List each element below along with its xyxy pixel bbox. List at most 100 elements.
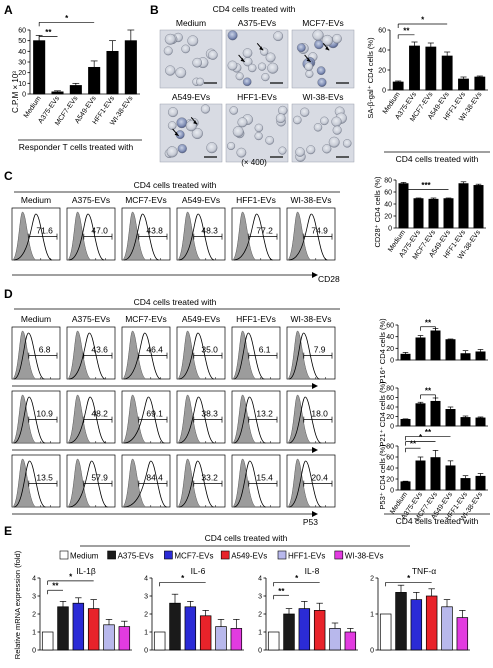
panel-b-magnification: (× 400) <box>241 158 267 167</box>
y-tick-label: 10 <box>18 81 26 88</box>
histogram: 20.4 <box>286 454 336 508</box>
histogram-control-peak <box>11 211 37 261</box>
histogram-sample-peak <box>123 332 161 380</box>
cell <box>227 30 238 41</box>
sig-label: ** <box>52 582 59 591</box>
histogram-value: 74.9 <box>311 226 328 236</box>
bar-hff1-evs <box>329 628 341 651</box>
arrow-head <box>259 46 264 51</box>
bar-a549-evs <box>313 610 326 651</box>
y-tick-label: 60 <box>378 28 386 35</box>
bar-wi-38-evs <box>230 628 243 651</box>
bar-hff1-evs <box>106 50 119 95</box>
bar-medium <box>33 40 46 95</box>
histogram-sample-peak <box>178 396 215 444</box>
y-tick-label: 40 <box>384 202 392 209</box>
histogram-sample-peak <box>178 332 215 380</box>
histogram-sample-peak <box>68 460 108 508</box>
cell <box>313 123 323 132</box>
y-tick-label: 2 <box>144 612 148 619</box>
cell <box>278 146 287 155</box>
bar-wi-38-evs <box>475 417 486 427</box>
micrograph-hff1-evs <box>225 103 289 163</box>
histogram-value: 10.9 <box>36 409 53 419</box>
legend-label: Medium <box>70 552 99 561</box>
histogram-value: 6.8 <box>39 345 51 355</box>
bar-a375-evs <box>169 602 181 651</box>
bar-wi-38-evs <box>475 351 486 361</box>
y-tick-label: 3 <box>258 594 262 601</box>
axis-arrow-head-d <box>312 383 318 389</box>
arrow-head <box>240 57 245 62</box>
cell <box>206 142 218 154</box>
histogram: 84.4 <box>121 454 171 508</box>
bar-chart-a: 0102030405060MediumA375-EVsMCF7-EVsA549-… <box>18 14 140 127</box>
y-tick-label: 0 <box>390 358 394 365</box>
histogram-value: 47.0 <box>91 226 108 236</box>
y-tick-label: 20 <box>18 70 26 77</box>
arrow-head <box>306 57 311 62</box>
micrograph-label: HFF1-EVs <box>237 92 277 102</box>
cell <box>191 127 203 140</box>
sig-label: ** <box>425 428 432 437</box>
bar-medium <box>41 631 54 651</box>
cell <box>254 123 264 133</box>
y-tick-label: 4 <box>144 576 148 583</box>
y-tick-label: 40 <box>386 466 394 473</box>
cell <box>227 60 238 71</box>
histogram-sample-peak <box>13 213 53 261</box>
sig-label: ** <box>278 587 285 596</box>
bar-medium <box>379 613 392 651</box>
panel-letter-d: D <box>4 287 13 301</box>
chart-title: TNF-α <box>412 566 436 576</box>
bar-a549-evs <box>445 409 456 427</box>
micrograph-label: A375-EVs <box>238 18 276 28</box>
histogram: 15.4 <box>231 454 281 508</box>
bar-wi-38-evs <box>473 185 484 229</box>
bar-mcf7-evs <box>184 606 197 651</box>
y-tick-label: 0 <box>382 88 386 95</box>
bar-chart-b: 0204060MediumA375-EVsMCF7-EVsA549-EVsHFF… <box>378 16 488 123</box>
histogram: 10.9 <box>11 390 61 444</box>
cell <box>321 34 333 47</box>
histogram: 18.0 <box>286 390 336 444</box>
y-tick-label: 2 <box>370 576 374 583</box>
y-tick-label: 60 <box>386 455 394 462</box>
cell <box>229 106 238 115</box>
histogram-value: 38.3 <box>201 409 218 419</box>
micrograph-label: WI-38-EVs <box>302 92 343 102</box>
histogram-label: WI-38-EVs <box>290 314 331 324</box>
histogram-value: 71.6 <box>36 226 53 236</box>
bar-hff1-evs <box>215 626 227 651</box>
y-tick-label: 0 <box>144 648 148 655</box>
bar-hff1-evs <box>458 78 469 91</box>
bar-a375-evs <box>413 198 424 229</box>
y-tick-label: 80 <box>386 386 394 393</box>
bar-hff1-evs <box>441 606 453 651</box>
histogram-value: 43.8 <box>146 226 163 236</box>
micrograph-medium <box>159 29 223 89</box>
histogram-control-peak <box>176 458 202 508</box>
bar-a375-evs <box>57 606 69 651</box>
bar-a549-evs <box>425 595 438 651</box>
cell <box>165 65 176 76</box>
histogram-sample-peak <box>13 396 46 444</box>
bar-mcf7-evs <box>298 608 311 651</box>
bar-mcf7-evs <box>428 198 439 229</box>
arrow-head <box>325 46 330 51</box>
histogram: 48.2 <box>66 390 116 444</box>
histogram: 13.5 <box>11 454 61 508</box>
bar-wi-38-evs <box>456 617 469 651</box>
histogram: WI-38-EVs 74.9 <box>286 195 336 261</box>
sig-label: * <box>65 14 69 23</box>
histogram-sample-peak <box>68 396 107 444</box>
sig-label: * <box>295 574 299 583</box>
panel-letter-a: A <box>4 3 13 17</box>
panel-d-ylabel-p21: P21⁺ CD4 cells (%) <box>378 381 387 447</box>
cell <box>304 62 313 71</box>
bar-a549-evs <box>87 608 100 651</box>
chart-title: IL-1β <box>76 566 96 576</box>
cell <box>248 63 257 73</box>
